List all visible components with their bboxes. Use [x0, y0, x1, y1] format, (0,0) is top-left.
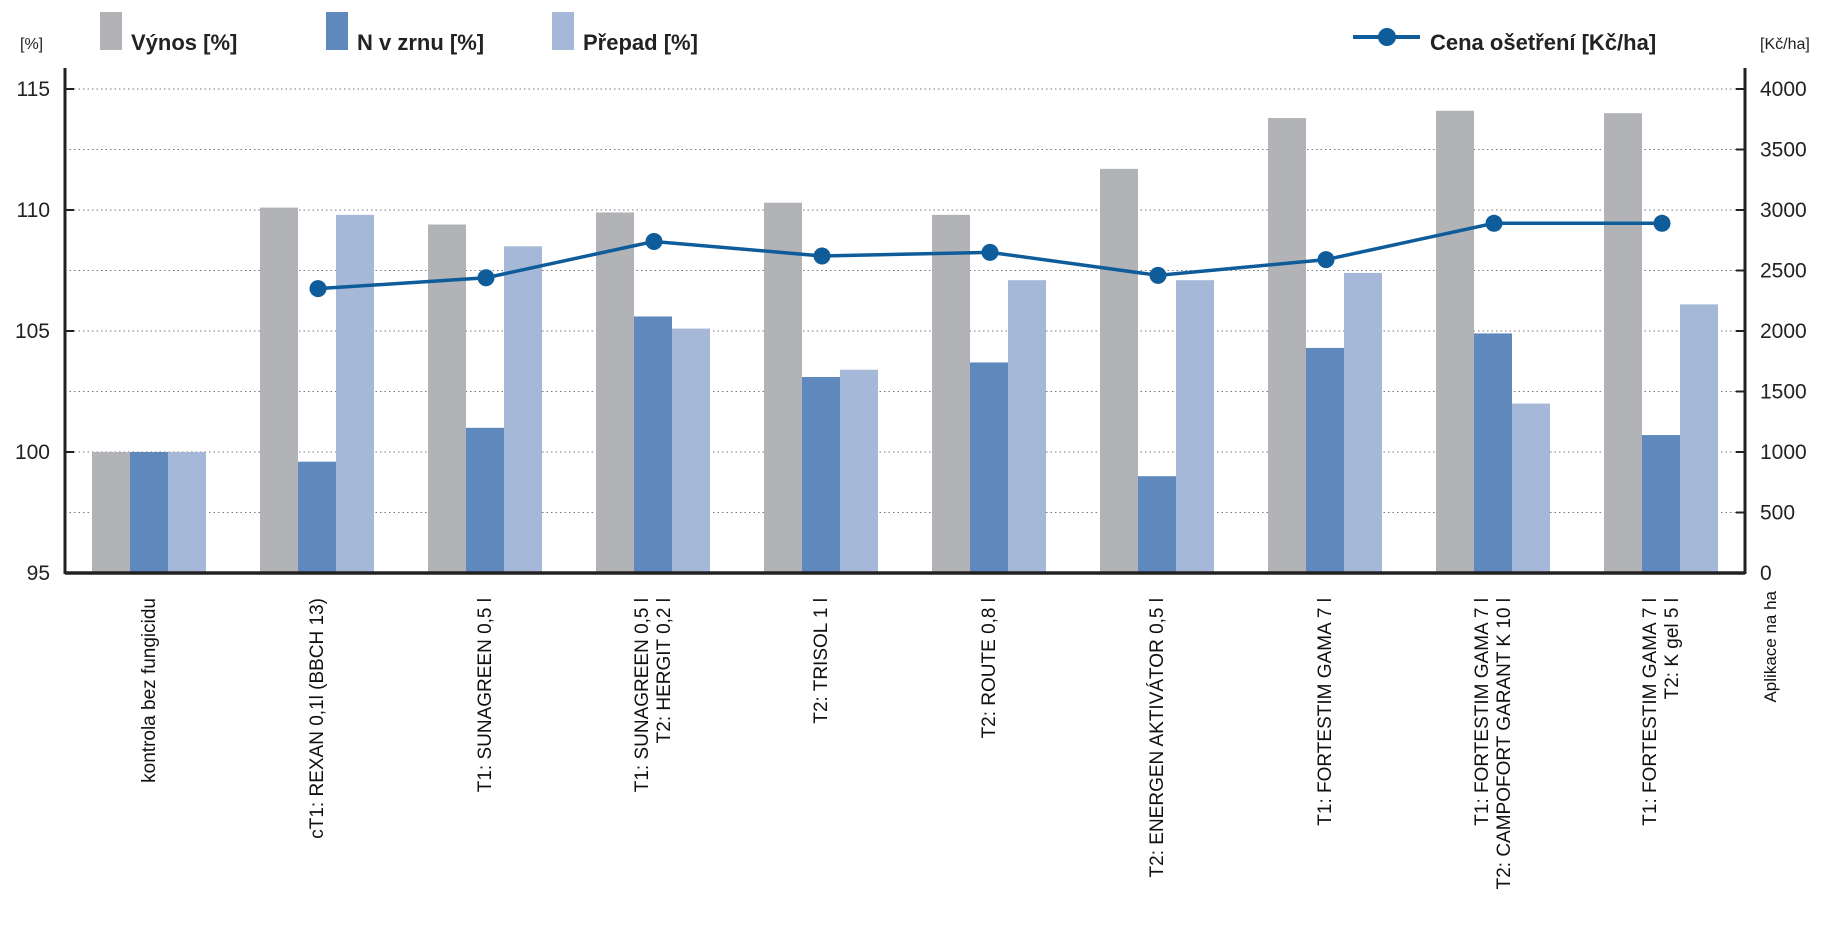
bar-n-v-zrnu: [466, 427, 504, 573]
bar-vynos: [596, 212, 634, 574]
price-point: [309, 280, 327, 298]
price-point: [477, 269, 495, 287]
bar-prepad: [1008, 280, 1046, 573]
category-label: T2: HERGIT 0,2 l: [654, 598, 675, 743]
category-label: T2: TRISOL 1 l: [811, 598, 832, 724]
price-line: [309, 214, 1671, 298]
bar-prepad: [168, 452, 206, 573]
bar-prepad: [1176, 280, 1214, 573]
category-label: T2: CAMPOFORT GARANT K 10 l: [1494, 598, 1515, 889]
bar-n-v-zrnu: [1642, 435, 1680, 573]
legend: Výnos [%] N v zrnu [%] Přepad [%] Cena o…: [100, 12, 1656, 55]
bar-n-v-zrnu: [1474, 333, 1512, 573]
category-label: T1: SUNAGREEN 0,5 l: [632, 598, 653, 792]
legend-label-prepad: Přepad [%]: [583, 30, 698, 55]
bar-vynos: [428, 224, 466, 573]
right-tick-label: 4000: [1760, 78, 1807, 101]
legend-marker-cena: [1378, 28, 1396, 46]
bar-vynos: [1436, 110, 1474, 573]
bar-vynos: [92, 452, 130, 573]
right-tick-label: 1500: [1760, 381, 1807, 404]
left-tick-label: 115: [17, 78, 50, 101]
legend-label-n-v-zrnu: N v zrnu [%]: [357, 30, 484, 55]
right-tick-label: 500: [1760, 502, 1795, 525]
legend-label-vynos: Výnos [%]: [131, 30, 237, 55]
right-axis-unit: [Kč/ha]: [1760, 36, 1810, 53]
legend-label-cena: Cena ošetření [Kč/ha]: [1430, 30, 1656, 55]
category-label: cT1: REXAN 0,1l (BBCH 13): [307, 598, 328, 839]
tick-labels: 95 100 105 110 115 0 500 1000 1500 2000 2500 3000 35…: [15, 78, 1807, 585]
bar-vynos: [932, 214, 970, 573]
right-tick-label: 1000: [1760, 441, 1807, 464]
bar-vynos: [260, 207, 298, 573]
price-point: [645, 232, 663, 250]
bar-n-v-zrnu: [970, 362, 1008, 573]
x-axis-note: Aplikace na ha: [1761, 590, 1780, 702]
bar-vynos: [1100, 168, 1138, 574]
category-label: T1: FORTESTIM GAMA 7 l: [1472, 598, 1493, 826]
bar-n-v-zrnu: [802, 376, 840, 573]
left-tick-label: 95: [27, 562, 50, 585]
bar-prepad: [672, 328, 710, 573]
category-label: T1: FORTESTIM GAMA 7 l: [1640, 598, 1661, 826]
category-label: T2: ENERGEN AKTIVÁTOR 0,5 l: [1147, 598, 1168, 877]
left-axis-unit: [%]: [20, 36, 43, 53]
axes: [63, 68, 1747, 575]
bar-vynos: [1268, 118, 1306, 573]
bars: [92, 110, 1718, 574]
bar-prepad: [504, 246, 542, 574]
category-label: T1: SUNAGREEN 0,5 l: [475, 598, 496, 792]
bar-n-v-zrnu: [298, 461, 336, 573]
right-tick-label: 2500: [1760, 260, 1807, 283]
right-tick-label: 0: [1760, 562, 1772, 585]
category-label: T2: ROUTE 0,8 l: [979, 598, 1000, 738]
category-label: kontrola bez fungicidu: [139, 598, 160, 783]
legend-swatch-vynos: [100, 12, 122, 50]
category-label: T1: FORTESTIM GAMA 7 l: [1315, 598, 1336, 826]
bar-n-v-zrnu: [130, 452, 168, 573]
price-point: [1485, 214, 1503, 232]
bar-prepad: [840, 369, 878, 573]
price-point: [1653, 214, 1671, 232]
category-label: T2: K gel 5 l: [1662, 598, 1683, 699]
bar-prepad: [1512, 403, 1550, 573]
left-tick-label: 100: [15, 441, 50, 464]
price-point: [813, 247, 831, 265]
bar-n-v-zrnu: [1138, 476, 1176, 573]
legend-swatch-n-v-zrnu: [326, 12, 348, 50]
category-labels: kontrola bez fungicidu cT1: REXAN 0,1l (B…: [139, 598, 1683, 889]
right-tick-label: 2000: [1760, 320, 1807, 343]
bar-vynos: [1604, 113, 1642, 573]
bar-prepad: [1680, 304, 1718, 573]
price-point: [1317, 251, 1335, 269]
right-tick-label: 3000: [1760, 199, 1807, 222]
bar-prepad: [1344, 272, 1382, 573]
left-tick-label: 110: [17, 199, 50, 222]
bar-vynos: [764, 202, 802, 574]
left-tick-label: 105: [15, 320, 50, 343]
right-tick-label: 3500: [1760, 139, 1807, 162]
price-point: [1149, 266, 1167, 284]
bar-n-v-zrnu: [1306, 347, 1344, 573]
bar-n-v-zrnu: [634, 316, 672, 573]
bar-prepad: [336, 214, 374, 573]
price-point: [981, 243, 999, 261]
legend-swatch-prepad: [552, 12, 574, 50]
